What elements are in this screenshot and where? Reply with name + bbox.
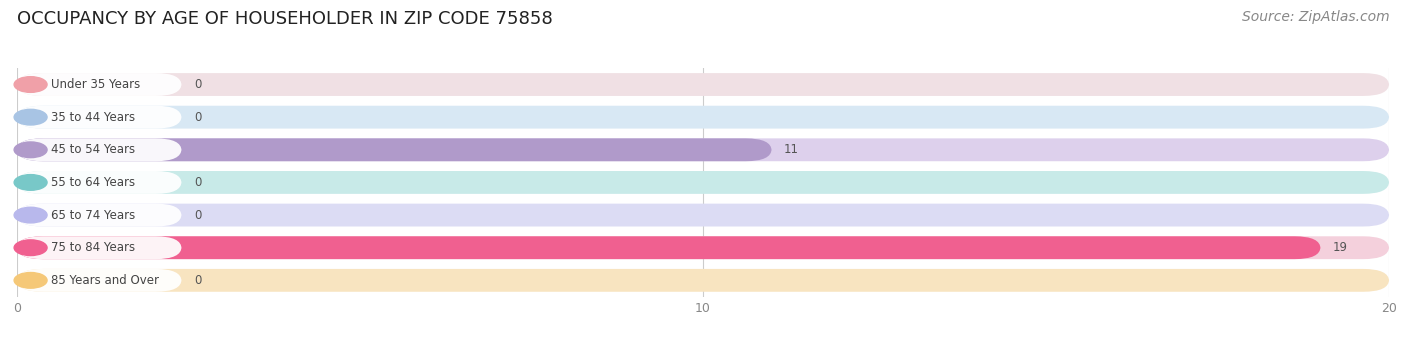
Text: 0: 0 — [194, 209, 201, 222]
FancyBboxPatch shape — [17, 73, 181, 96]
FancyBboxPatch shape — [17, 269, 181, 292]
Circle shape — [14, 240, 46, 255]
Text: OCCUPANCY BY AGE OF HOUSEHOLDER IN ZIP CODE 75858: OCCUPANCY BY AGE OF HOUSEHOLDER IN ZIP C… — [17, 10, 553, 28]
Circle shape — [14, 142, 46, 158]
Text: 35 to 44 Years: 35 to 44 Years — [51, 111, 135, 124]
FancyBboxPatch shape — [17, 171, 1389, 194]
Circle shape — [14, 109, 46, 125]
Text: 45 to 54 Years: 45 to 54 Years — [51, 143, 135, 156]
FancyBboxPatch shape — [17, 73, 1389, 96]
Text: 55 to 64 Years: 55 to 64 Years — [51, 176, 135, 189]
Text: 0: 0 — [194, 274, 201, 287]
Circle shape — [14, 272, 46, 288]
Text: 19: 19 — [1333, 241, 1348, 254]
FancyBboxPatch shape — [17, 138, 181, 161]
Text: 0: 0 — [194, 176, 201, 189]
FancyBboxPatch shape — [17, 204, 1389, 226]
FancyBboxPatch shape — [17, 236, 1320, 259]
Circle shape — [14, 175, 46, 190]
FancyBboxPatch shape — [17, 138, 1389, 161]
Circle shape — [14, 207, 46, 223]
FancyBboxPatch shape — [17, 269, 1389, 292]
Text: 75 to 84 Years: 75 to 84 Years — [51, 241, 135, 254]
Text: 11: 11 — [785, 143, 799, 156]
Text: 85 Years and Over: 85 Years and Over — [51, 274, 159, 287]
FancyBboxPatch shape — [17, 236, 181, 259]
FancyBboxPatch shape — [17, 106, 1389, 129]
FancyBboxPatch shape — [17, 106, 181, 129]
FancyBboxPatch shape — [17, 171, 181, 194]
FancyBboxPatch shape — [17, 204, 181, 226]
Circle shape — [14, 77, 46, 92]
Text: Source: ZipAtlas.com: Source: ZipAtlas.com — [1241, 10, 1389, 24]
FancyBboxPatch shape — [17, 138, 772, 161]
Text: 0: 0 — [194, 78, 201, 91]
Text: Under 35 Years: Under 35 Years — [51, 78, 141, 91]
FancyBboxPatch shape — [17, 236, 1389, 259]
Text: 0: 0 — [194, 111, 201, 124]
Text: 65 to 74 Years: 65 to 74 Years — [51, 209, 135, 222]
